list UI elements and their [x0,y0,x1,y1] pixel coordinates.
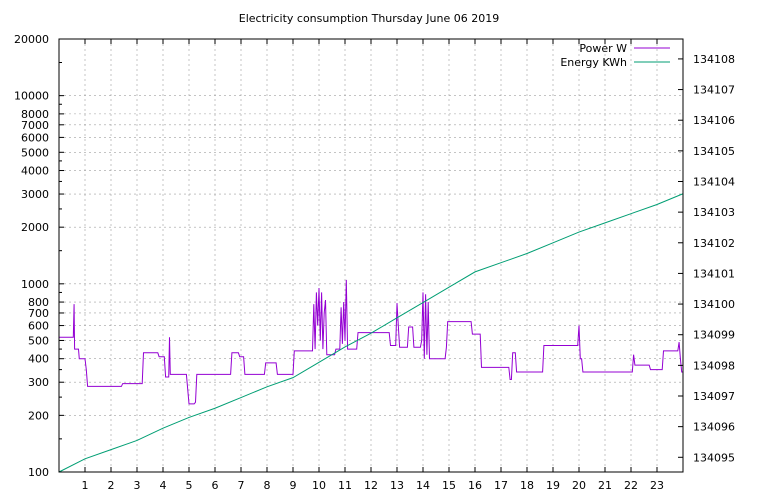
legend-label: Energy KWh [560,56,627,69]
x-tick-label: 1 [82,479,89,492]
x-tick-label: 16 [468,479,482,492]
x-tick-label: 6 [212,479,219,492]
legend-label: Power W [579,42,627,55]
x-tick-label: 9 [290,479,297,492]
y-left-tick-label: 200 [28,409,49,422]
x-tick-label: 5 [186,479,193,492]
y-left-tick-label: 2000 [21,221,49,234]
x-tick-label: 15 [442,479,456,492]
y-left-tick-label: 10000 [14,90,49,103]
x-tick-label: 21 [598,479,612,492]
y-left-tick-label: 100 [28,466,49,479]
y-left-tick-label: 5000 [21,146,49,159]
x-tick-label: 19 [546,479,560,492]
x-tick-label: 4 [160,479,167,492]
y-left-tick-label: 400 [28,353,49,366]
y-right-tick-label: 134101 [693,267,735,280]
y-left-tick-label: 1000 [21,278,49,291]
series-layer [58,193,684,473]
y-right-tick-label: 134108 [693,53,735,66]
y-left-tick-label: 3000 [21,188,49,201]
y-left-tick-label: 7000 [21,119,49,132]
x-tick-label: 8 [264,479,271,492]
y-right-tick-label: 134103 [693,206,735,219]
y-right-tick-label: 134097 [693,390,735,403]
x-tick-label: 12 [364,479,378,492]
y-right-tick-label: 134104 [693,175,735,188]
y-right-tick-label: 134106 [693,114,735,127]
y-left-tick-label: 800 [28,296,49,309]
y-left-tick-label: 600 [28,320,49,333]
ticks-layer: 1 2 3 4 5 6 7 8 9 10 11 12 13 14 15 16 17 18 19 20 21 22 23100… [14,33,735,492]
x-tick-label: 14 [416,479,430,492]
x-tick-label: 23 [650,479,664,492]
y-left-tick-label: 4000 [21,165,49,178]
y-left-tick-label: 6000 [21,131,49,144]
x-tick-label: 3 [134,479,141,492]
x-tick-label: 7 [238,479,245,492]
y-right-tick-label: 134095 [693,451,735,464]
y-left-tick-label: 300 [28,376,49,389]
x-tick-label: 2 [108,479,115,492]
x-tick-label: 13 [390,479,404,492]
y-right-tick-label: 134102 [693,237,735,250]
y-left-tick-label: 8000 [21,108,49,121]
y-left-tick-label: 500 [28,334,49,347]
y-right-tick-label: 134105 [693,145,735,158]
y-right-tick-label: 134107 [693,84,735,97]
x-tick-label: 17 [494,479,508,492]
x-tick-label: 11 [338,479,352,492]
series-line-power [59,279,683,405]
y-right-tick-label: 134096 [693,421,735,434]
y-right-tick-label: 134098 [693,359,735,372]
y-right-tick-label: 134099 [693,329,735,342]
x-tick-label: 18 [520,479,534,492]
x-tick-label: 20 [572,479,586,492]
y-left-tick-label: 700 [28,307,49,320]
y-left-tick-label: 20000 [14,33,49,46]
x-tick-label: 10 [312,479,326,492]
y-right-tick-label: 134100 [693,298,735,311]
chart-title: Electricity consumption Thursday June 06… [239,12,499,25]
x-tick-label: 22 [624,479,638,492]
gridlines [59,39,683,472]
series-line-energy [58,193,684,473]
